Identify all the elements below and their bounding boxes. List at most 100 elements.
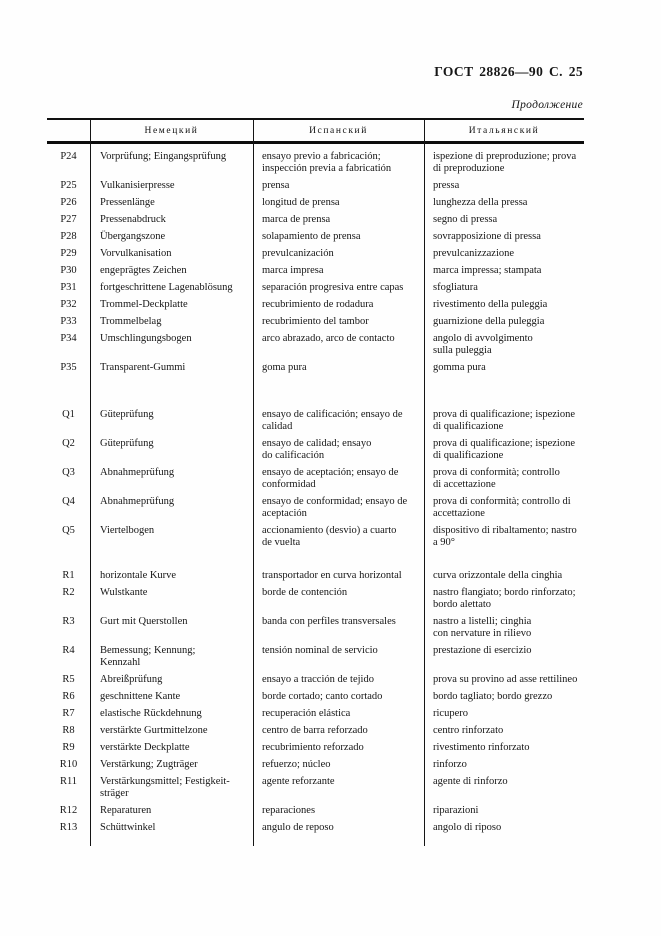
term-code: R8	[62, 724, 75, 736]
term-spanish: recubrimiento reforzado	[262, 741, 364, 753]
term-german: Verstärkung; Zugträger	[100, 758, 198, 770]
term-code: R7	[62, 707, 75, 719]
term-german: Transparent-Gummi	[100, 361, 186, 373]
term-code: P30	[60, 264, 77, 276]
table-row: Q5 Viertelbogen accionamiento (desvio) a c…	[47, 522, 584, 551]
term-german: Reparaturen	[100, 804, 152, 816]
term-german: Verstärkungsmittel; Festigkeit-sträger	[100, 775, 230, 799]
term-italian: riparazioni	[433, 804, 479, 816]
term-code: R1	[62, 569, 75, 581]
table-row: P27 Pressenabdruck marca de prensa segno di…	[47, 211, 584, 228]
column-divider	[90, 120, 91, 846]
glossary-table: Немецкий Испанский Итальянский P24 Vorprü…	[47, 118, 584, 846]
term-italian: lunghezza della pressa	[433, 196, 528, 208]
term-italian: centro rinforzato	[433, 724, 504, 736]
term-spanish: borde de contención	[262, 586, 348, 598]
table-header-row: Немецкий Испанский Итальянский	[47, 120, 584, 144]
table-row: R4 Bemessung; Kennung; Kennzahl tensión nom…	[47, 642, 584, 671]
term-spanish: marca impresa	[262, 264, 324, 276]
term-spanish: prevulcanización	[262, 247, 334, 259]
term-german: geschnittene Kante	[100, 690, 181, 702]
term-italian: marca impressa; stampata	[433, 264, 542, 276]
table-row: P25 Vulkanisierpresse prensa pressa	[47, 177, 584, 194]
table-row: R9 verstärkte Deckplatte recubrimiento ref…	[47, 739, 584, 756]
term-german: Wulstkante	[100, 586, 148, 598]
table-row: R8 verstärkte Gurtmittelzone centro de bar…	[47, 722, 584, 739]
table-row: P28 Übergangszone solapamiento de prensa so…	[47, 228, 584, 245]
term-german: Pressenlänge	[100, 196, 155, 208]
term-code: P25	[60, 179, 77, 191]
term-german: engeprägtes Zeichen	[100, 264, 187, 276]
table-row: R12 Reparaturen reparaciones riparazioni	[47, 802, 584, 819]
term-spanish: ensayo a tracción de tejido	[262, 673, 374, 685]
term-italian: sovrapposizione di pressa	[433, 230, 541, 242]
term-spanish: angulo de reposo	[262, 821, 334, 833]
term-code: R5	[62, 673, 75, 685]
term-code: Q5	[62, 524, 75, 536]
term-code: R6	[62, 690, 75, 702]
term-italian: nastro flangiato; bordo rinforzato; bordo…	[433, 586, 576, 610]
term-code: P26	[60, 196, 77, 208]
column-header-italian: Итальянский	[468, 125, 540, 136]
table-row: P35 Transparent-Gummi goma pura gomma pura	[47, 359, 584, 376]
term-german: verstärkte Gurtmittelzone	[100, 724, 208, 736]
table-row: P33 Trommelbelag recubrimiento del tambor g…	[47, 313, 584, 330]
table-row: R5 Abreißprüfung ensayo a tracción de teji…	[47, 671, 584, 688]
term-german: Abnahmeprüfung	[100, 495, 175, 507]
term-code: R3	[62, 615, 75, 627]
term-code: R4	[62, 644, 75, 656]
term-spanish: longitud de prensa	[262, 196, 340, 208]
table-row: Q3 Abnahmeprüfung ensayo de aceptación; en…	[47, 464, 584, 493]
term-italian: angolo di riposo	[433, 821, 502, 833]
term-code: P33	[60, 315, 77, 327]
term-italian: curva orizzontale della cinghia	[433, 569, 563, 581]
term-code: P29	[60, 247, 77, 259]
term-spanish: tensión nominal de servicio	[262, 644, 378, 656]
table-row: R10 Verstärkung; Zugträger refuerzo; núcle…	[47, 756, 584, 773]
term-italian: dispositivo di ribaltamento; nastro a 90°	[433, 524, 577, 548]
term-code: P24	[60, 150, 77, 162]
term-german: Vorvulkanisation	[100, 247, 172, 259]
term-code: R11	[59, 775, 78, 787]
term-code: P32	[60, 298, 77, 310]
term-code: R12	[59, 804, 78, 816]
term-italian: prestazione di esercizio	[433, 644, 532, 656]
term-code: P35	[60, 361, 77, 373]
term-german: Güteprüfung	[100, 408, 154, 420]
table-body: P24 Vorprüfung; Eingangsprüfung ensayo pre…	[47, 144, 584, 836]
table-row: R6 geschnittene Kante borde cortado; canto…	[47, 688, 584, 705]
table-row: Q4 Abnahmeprüfung ensayo de conformidad; e…	[47, 493, 584, 522]
term-spanish: borde cortado; canto cortado	[262, 690, 383, 702]
term-german: fortgeschrittene Lagenablösung	[100, 281, 233, 293]
term-italian: pressa	[433, 179, 460, 191]
term-german: Übergangszone	[100, 230, 166, 242]
term-german: verstärkte Deckplatte	[100, 741, 190, 753]
term-spanish: ensayo de aceptación; ensayo de conformid…	[262, 466, 399, 490]
term-german: horizontale Kurve	[100, 569, 177, 581]
term-german: Güteprüfung	[100, 437, 154, 449]
continuation-label: Продолжение	[511, 99, 583, 111]
term-code: R9	[62, 741, 75, 753]
term-code: R13	[59, 821, 78, 833]
term-italian: ispezione di preproduzione; prova di prep…	[433, 150, 577, 174]
table-row: P24 Vorprüfung; Eingangsprüfung ensayo pre…	[47, 148, 584, 177]
term-german: Umschlingungsbogen	[100, 332, 192, 344]
term-italian: prova su provino ad asse rettilineo	[433, 673, 578, 685]
term-italian: rinforzo	[433, 758, 467, 770]
term-german: Abnahmeprüfung	[100, 466, 175, 478]
term-italian: angolo di avvolgimento sulla puleggia	[433, 332, 533, 356]
term-italian: rivestimento della puleggia	[433, 298, 548, 310]
term-spanish: accionamiento (desvio) a cuarto de vuelta	[262, 524, 397, 548]
term-spanish: ensayo de conformidad; ensayo de aceptaci…	[262, 495, 408, 519]
term-code: Q2	[62, 437, 75, 449]
table-row: P26 Pressenlänge longitud de prensa lunghez…	[47, 194, 584, 211]
term-spanish: agente reforzante	[262, 775, 335, 787]
term-italian: bordo tagliato; bordo grezzo	[433, 690, 553, 702]
term-code: P31	[60, 281, 77, 293]
table-row: P30 engeprägtes Zeichen marca impresa marca…	[47, 262, 584, 279]
table-row: P31 fortgeschrittene Lagenablösung separac…	[47, 279, 584, 296]
term-italian: ricupero	[433, 707, 468, 719]
column-divider	[253, 120, 254, 846]
term-italian: rivestimento rinforzato	[433, 741, 530, 753]
